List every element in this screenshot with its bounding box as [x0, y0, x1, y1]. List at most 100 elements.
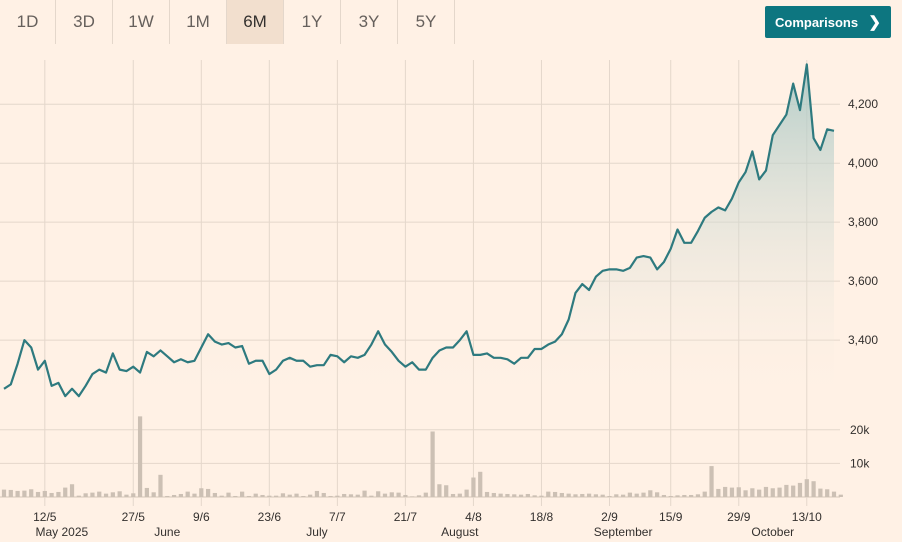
volume-bar — [124, 494, 129, 497]
volume-bar — [219, 495, 224, 497]
volume-bar — [736, 487, 741, 497]
volume-bar — [641, 492, 646, 497]
volume-bar — [171, 494, 177, 497]
volume-bar — [56, 491, 61, 497]
volume-bar — [777, 487, 782, 497]
volume-bar — [532, 495, 537, 497]
volume-bar — [763, 486, 769, 497]
volume-bar — [464, 489, 469, 497]
volume-bar — [287, 494, 292, 497]
x-tick-label: 12/5 — [33, 510, 57, 524]
volume-bar — [260, 494, 265, 497]
range-1w-button[interactable]: 1W — [113, 0, 170, 44]
volume-bar — [301, 495, 306, 497]
volume-bar — [63, 487, 68, 497]
volume-bar — [525, 493, 530, 497]
volume-bar — [661, 494, 667, 497]
range-3d-button[interactable]: 3D — [56, 0, 113, 44]
volume-bar — [69, 484, 75, 497]
volume-bar — [396, 492, 401, 497]
volume-bar — [498, 493, 503, 497]
volume-bar — [505, 493, 510, 497]
month-label: September — [594, 525, 653, 539]
range-selector: 1D 3D 1W 1M 6M 1Y 3Y 5Y — [0, 0, 455, 44]
volume-bar — [29, 489, 34, 497]
volume-bar — [131, 493, 136, 497]
volume-bar — [825, 489, 830, 497]
volume-bar — [314, 490, 320, 497]
volume-bar — [403, 494, 408, 497]
volume-bar — [144, 487, 149, 497]
volume-bar — [430, 431, 435, 497]
volume-bar — [716, 488, 721, 497]
volume-bar — [83, 493, 88, 497]
volume-bar — [274, 495, 279, 497]
price-y-tick-label: 3,400 — [848, 333, 878, 347]
volume-bars — [1, 416, 843, 497]
x-tick-label: 13/10 — [792, 510, 822, 524]
price-y-tick-label: 4,000 — [848, 156, 878, 170]
volume-bar — [627, 492, 633, 497]
comparisons-button[interactable]: Comparisons ❯ — [765, 6, 891, 38]
volume-bar — [410, 496, 415, 497]
volume-bar — [689, 494, 694, 497]
range-1d-button[interactable]: 1D — [0, 0, 56, 44]
volume-bar — [566, 493, 571, 497]
volume-bar — [818, 488, 823, 497]
month-label: July — [306, 525, 327, 539]
month-label: October — [751, 525, 794, 539]
volume-bar — [158, 474, 163, 497]
volume-bar — [294, 493, 299, 497]
volume-bar — [491, 492, 496, 497]
volume-bar — [35, 491, 41, 497]
volume-bar — [784, 484, 789, 497]
volume-bar — [178, 493, 183, 497]
x-tick-label: 9/6 — [193, 510, 210, 524]
price-y-tick-label: 3,800 — [848, 215, 878, 229]
price-area — [4, 64, 834, 406]
volume-bar — [389, 492, 394, 497]
volume-bar — [151, 492, 156, 497]
volume-bar — [165, 495, 170, 497]
volume-bar — [634, 493, 639, 497]
volume-bar — [355, 494, 360, 497]
volume-bar — [484, 491, 490, 497]
volume-bar — [791, 485, 796, 497]
comparisons-label: Comparisons — [775, 14, 859, 30]
volume-bar — [750, 488, 755, 497]
volume-bar — [76, 495, 81, 497]
x-tick-label: 23/6 — [258, 510, 282, 524]
volume-bar — [552, 491, 558, 497]
range-5y-button[interactable]: 5Y — [398, 0, 455, 44]
volume-bar — [369, 495, 374, 497]
volume-y-tick-label: 10k — [850, 456, 870, 470]
volume-bar — [675, 495, 680, 497]
volume-bar — [655, 492, 660, 497]
volume-bar — [757, 489, 762, 497]
volume-bar — [471, 477, 476, 497]
volume-bar — [376, 491, 381, 497]
volume-bar — [593, 494, 598, 497]
volume-bar — [416, 495, 422, 497]
range-6m-button[interactable]: 6M — [227, 0, 284, 44]
x-tick-label: 27/5 — [122, 510, 146, 524]
x-axis: 12/5 27/5 9/6 23/6 7/7 21/7 4/8 18/8 2/9 15/9 29/9… — [33, 510, 822, 539]
volume-bar — [770, 488, 775, 497]
volume-bar — [702, 491, 707, 497]
volume-bar — [580, 493, 585, 497]
volume-bar — [512, 494, 517, 497]
volume-bar — [600, 494, 605, 497]
volume-bar — [382, 493, 388, 497]
volume-bar — [308, 494, 313, 497]
volume-bar — [423, 492, 428, 497]
volume-bar — [729, 487, 735, 497]
volume-bar — [335, 495, 340, 497]
volume-bar — [15, 490, 20, 497]
volume-bar — [546, 491, 551, 497]
volume-bar — [478, 471, 483, 497]
range-3y-button[interactable]: 3Y — [341, 0, 398, 44]
range-1y-button[interactable]: 1Y — [284, 0, 341, 44]
range-1m-button[interactable]: 1M — [170, 0, 227, 44]
volume-bar — [804, 479, 809, 497]
x-tick-label: 15/9 — [659, 510, 683, 524]
